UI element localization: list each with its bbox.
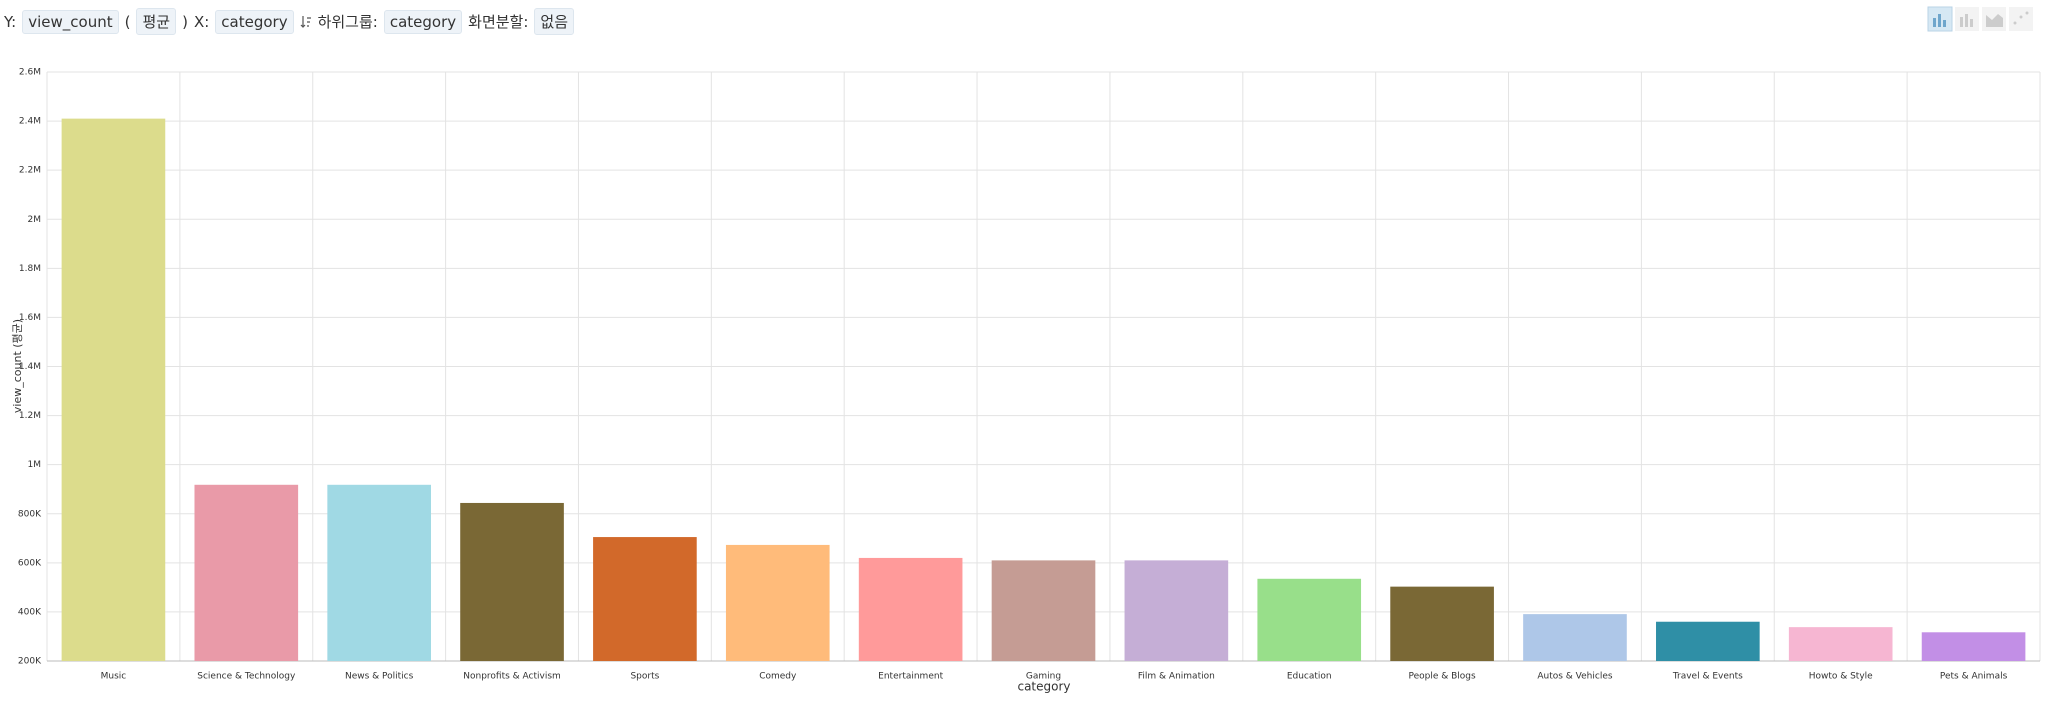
- y-tick-label: 2.6M: [19, 68, 41, 78]
- y-tick-label: 2M: [28, 215, 42, 225]
- sort-icon[interactable]: [300, 15, 312, 29]
- x-tick-label: Education: [1287, 672, 1332, 682]
- x-tick-label: News & Politics: [345, 672, 414, 682]
- x-tick-label: People & Blogs: [1408, 672, 1476, 682]
- bar: [61, 118, 166, 662]
- y-tick-label: 1.8M: [19, 264, 41, 274]
- x-tick-label: Sports: [630, 672, 659, 682]
- y-tick-label: 800K: [18, 509, 42, 519]
- bar: [593, 537, 697, 661]
- aggregate[interactable]: 평균: [136, 8, 177, 35]
- y-tick-label: 1M: [28, 460, 42, 470]
- x-tick-label: Pets & Animals: [1940, 672, 2008, 682]
- bar: [991, 560, 1096, 661]
- chart-type-buttons: [1927, 6, 2033, 32]
- x-tick-label: Howto & Style: [1809, 672, 1873, 682]
- y-prefix: Y:: [4, 12, 17, 31]
- x-tick-label: Music: [101, 672, 127, 682]
- x-field[interactable]: category: [215, 9, 294, 34]
- bar: [1124, 560, 1229, 661]
- subgroup-prefix: 하위그룹:: [317, 13, 378, 31]
- bar: [1921, 632, 2026, 661]
- y-tick-label: 600K: [18, 558, 42, 568]
- y-tick-label: 1.2M: [19, 411, 41, 421]
- bar: [194, 484, 299, 661]
- x-tick-label: Travel & Events: [1672, 672, 1743, 682]
- y-tick-label: 200K: [18, 657, 42, 667]
- split-value[interactable]: 없음: [534, 8, 575, 35]
- bar: [1523, 614, 1627, 661]
- toolbar: Y: view_count ( 평균 ) X: category 하위그룹: c…: [4, 8, 575, 35]
- subgroup-field[interactable]: category: [383, 9, 463, 34]
- y-tick-label: 2.4M: [19, 117, 41, 127]
- bar: [858, 557, 963, 661]
- bar: [1257, 578, 1362, 661]
- x-tick-label: Autos & Vehicles: [1537, 672, 1613, 682]
- scatter-button[interactable]: [2009, 7, 2033, 31]
- bar: [1788, 627, 1893, 661]
- bar: [460, 502, 564, 661]
- y-tick-label: 1.4M: [19, 362, 41, 372]
- x-tick-label: Science & Technology: [197, 672, 296, 682]
- x-tick-label: Nonprofits & Activism: [463, 672, 561, 682]
- bar: [725, 544, 830, 661]
- bar: [1390, 586, 1494, 661]
- paren: (: [124, 12, 131, 31]
- paren: ): [182, 12, 188, 31]
- y-tick-label: 1.6M: [19, 313, 41, 323]
- y-tick-label: 2.2M: [19, 166, 41, 176]
- y-field[interactable]: view_count: [22, 9, 119, 34]
- x-prefix: X:: [193, 12, 210, 31]
- x-axis-title: category: [1017, 680, 1070, 694]
- y-tick-label: 400K: [18, 607, 42, 617]
- x-tick-label: Entertainment: [878, 672, 943, 682]
- y-axis-title: view_count (평균): [11, 319, 24, 413]
- x-tick-label: Gaming: [1026, 672, 1061, 682]
- x-tick-label: Film & Animation: [1138, 672, 1215, 682]
- split-prefix: 화면분할:: [468, 13, 529, 31]
- bar: [1656, 621, 1760, 661]
- bar: [327, 484, 431, 661]
- x-tick-label: Comedy: [759, 672, 797, 682]
